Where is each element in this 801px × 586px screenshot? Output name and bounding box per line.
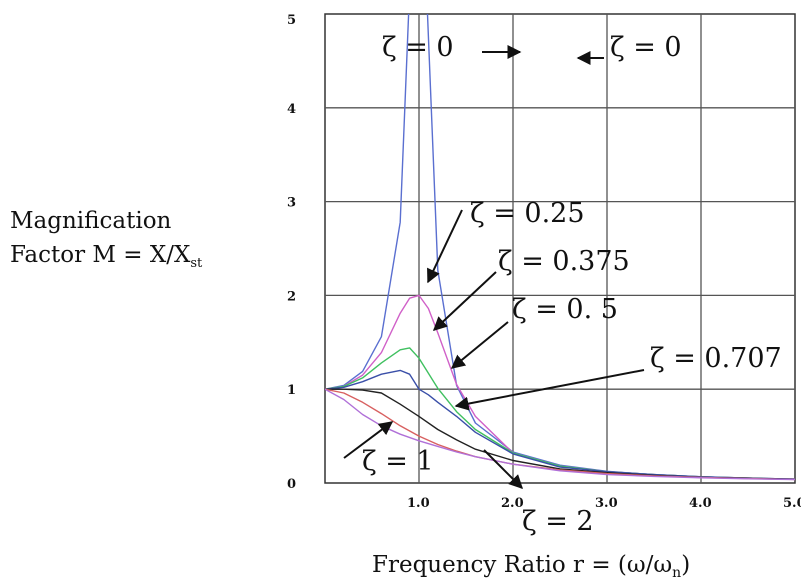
annotation-zeta-0-right: ζ = 0	[610, 32, 682, 63]
y-tick-label: 1	[287, 383, 296, 398]
y-axis-label-subscript: st	[190, 256, 203, 271]
series-line-zeta-05	[325, 369, 795, 480]
x-tick-label: 1.0	[407, 496, 430, 511]
annotation-zeta-05: ζ = 0. 5	[512, 294, 618, 325]
arrow-zeta-05	[450, 321, 509, 369]
series-line-zeta-0	[325, 14, 795, 480]
grid	[324, 13, 796, 484]
x-tick-label: 3.0	[595, 496, 618, 511]
series-line-zeta-2	[325, 388, 795, 481]
annotation-zeta-0-left: ζ = 0	[382, 32, 454, 63]
x-tick-label: 4.0	[689, 496, 712, 511]
y-tick-label: 2	[287, 289, 296, 304]
arrow-zeta-0375	[432, 271, 497, 331]
y-axis-label-line1: Magnification	[10, 208, 172, 234]
series-group	[325, 14, 795, 481]
arrow-zeta-0707	[454, 369, 645, 411]
annotation-zeta-0375: ζ = 0.375	[498, 246, 630, 277]
annotation-zeta-2: ζ = 2	[522, 506, 594, 537]
plot-frame	[324, 13, 796, 484]
y-tick-label: 4	[287, 102, 296, 117]
annotation-zeta-025: ζ = 0.25	[470, 198, 585, 229]
arrow-zeta-2	[483, 449, 523, 489]
annotation-zeta-1: ζ = 1	[362, 446, 434, 477]
x-axis-label-close: )	[681, 552, 690, 578]
x-axis-label: Frequency Ratio r = (ω/ωn)	[372, 552, 690, 581]
y-axis-label-line2: Factor M = X/Xst	[10, 242, 203, 271]
x-axis-label-main: Frequency Ratio r = (ω/ω	[372, 552, 672, 578]
y-axis-label-main: Factor M = X/X	[10, 242, 191, 268]
y-tick-label: 5	[287, 13, 296, 28]
y-tick-label: 3	[287, 196, 296, 211]
tick-labels: 1.0 2.0 3.0 4.0 5.0 0 1 2 3 4 5	[287, 13, 801, 511]
y-tick-label: 0	[287, 477, 296, 492]
arrow-zeta-1	[343, 421, 394, 459]
x-tick-label: 2.0	[501, 496, 524, 511]
x-axis-label-subscript: n	[672, 565, 681, 581]
x-tick-label: 5.0	[783, 496, 801, 511]
annotation-zeta-0707: ζ = 0.707	[650, 343, 782, 374]
arrow-zeta-025	[427, 209, 463, 284]
